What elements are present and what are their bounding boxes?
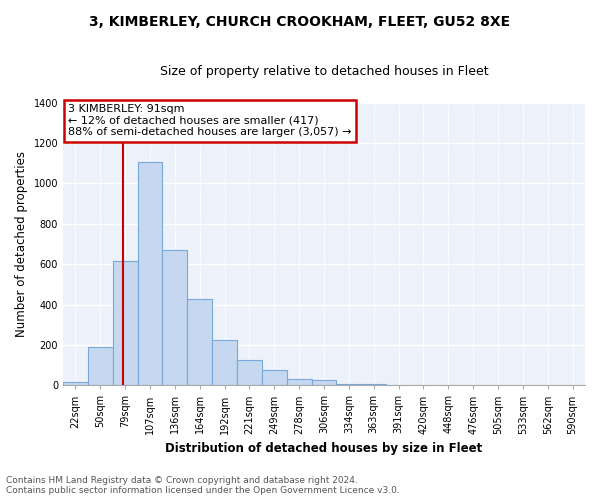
Text: Contains HM Land Registry data © Crown copyright and database right 2024.
Contai: Contains HM Land Registry data © Crown c… <box>6 476 400 495</box>
Bar <box>187 298 212 386</box>
Title: Size of property relative to detached houses in Fleet: Size of property relative to detached ho… <box>160 65 488 78</box>
Bar <box>262 370 287 386</box>
Bar <box>311 380 337 386</box>
Bar <box>212 340 237 386</box>
Bar <box>361 384 386 386</box>
Bar <box>163 250 187 386</box>
Bar <box>113 261 137 386</box>
Text: 3, KIMBERLEY, CHURCH CROOKHAM, FLEET, GU52 8XE: 3, KIMBERLEY, CHURCH CROOKHAM, FLEET, GU… <box>89 15 511 29</box>
Bar <box>237 360 262 386</box>
Bar <box>287 379 311 386</box>
Bar <box>337 384 361 386</box>
Bar <box>137 162 163 386</box>
Bar <box>88 346 113 386</box>
Y-axis label: Number of detached properties: Number of detached properties <box>15 151 28 337</box>
Text: 3 KIMBERLEY: 91sqm
← 12% of detached houses are smaller (417)
88% of semi-detach: 3 KIMBERLEY: 91sqm ← 12% of detached hou… <box>68 104 352 138</box>
X-axis label: Distribution of detached houses by size in Fleet: Distribution of detached houses by size … <box>166 442 482 455</box>
Bar <box>63 382 88 386</box>
